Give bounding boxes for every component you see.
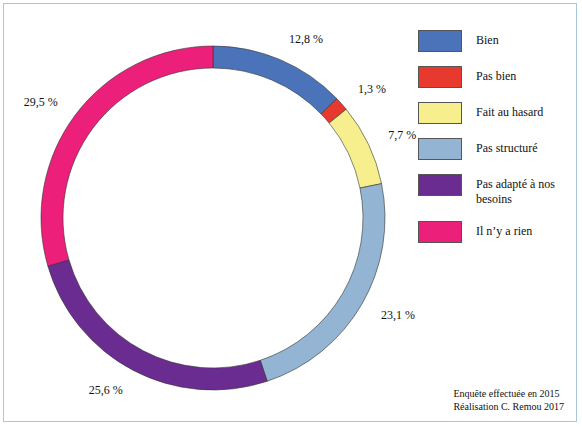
legend-swatch: [418, 102, 462, 124]
legend-label: Il n’y a rien: [476, 221, 576, 239]
legend-entry: Pas adapté à nos besoins: [418, 174, 576, 207]
slice: [48, 260, 267, 390]
legend-label: Pas structuré: [476, 138, 576, 156]
slice: [260, 184, 385, 382]
slices: [41, 46, 385, 390]
legend-label: Pas bien: [476, 66, 576, 84]
legend-entry: Pas structuré: [418, 138, 576, 160]
legend-entry: Bien: [418, 30, 576, 52]
legend-entry: Fait au hasard: [418, 102, 576, 124]
annotation: Enquête effectuée en 2015: [453, 387, 564, 400]
plot: 12,8 % 1,3 % 7,7 % 23,1 % 25,6 % 29,5 %: [0, 0, 582, 427]
legend-swatch: [418, 66, 462, 88]
legend-swatch: [418, 138, 462, 160]
slice: [213, 46, 337, 114]
slice: [41, 46, 213, 266]
legend-swatch: [418, 174, 462, 196]
legend-label: Bien: [476, 30, 576, 48]
legend-entry: Pas bien: [418, 66, 576, 88]
data-labels: 12,8 % 1,3 % 7,7 % 23,1 % 25,6 % 29,5 %: [24, 32, 416, 396]
legend: Bien Pas bien Fait au hasard Pas structuré P…: [418, 30, 576, 243]
data-label: 25,6 %: [89, 383, 123, 397]
slice: [329, 109, 381, 188]
data-label: 12,8 %: [289, 32, 323, 46]
data-label: 29,5 %: [24, 95, 58, 109]
legend-entry: Il n’y a rien: [418, 221, 576, 243]
legend-swatch: [418, 221, 462, 243]
annotation: Réalisation C. Remou 2017: [453, 400, 564, 413]
data-label: 23,1 %: [381, 308, 415, 322]
data-label: 7,7 %: [388, 128, 416, 142]
data-label: 1,3 %: [358, 82, 386, 96]
legend-swatch: [418, 30, 462, 52]
legend-label: Fait au hasard: [476, 102, 576, 120]
chart: 12,8 % 1,3 % 7,7 % 23,1 % 25,6 % 29,5 % Bien P…: [0, 0, 582, 427]
notes: Enquête effectuée en 2015Réalisation C. …: [453, 387, 564, 413]
legend-label: Pas adapté à nos besoins: [476, 174, 576, 207]
